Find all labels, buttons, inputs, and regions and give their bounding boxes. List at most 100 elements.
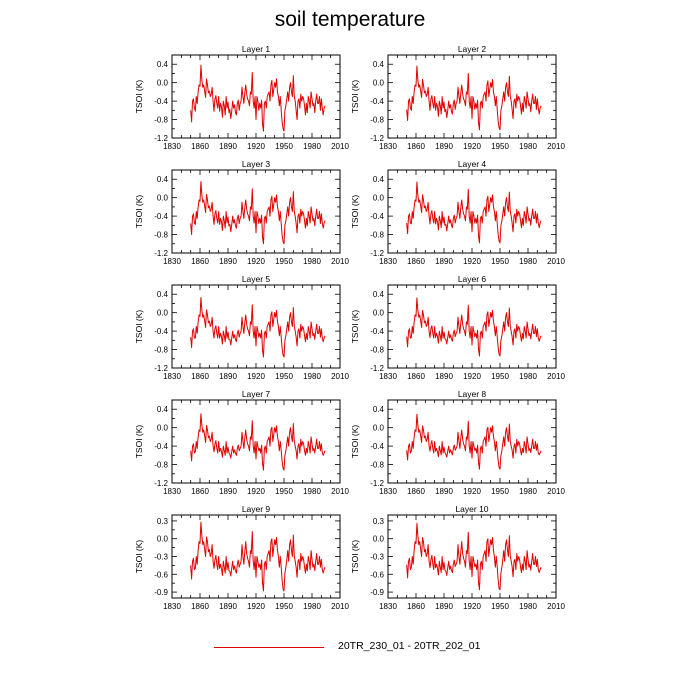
y-tick-label: -0.8 — [370, 346, 384, 355]
x-tick-label: 1860 — [191, 487, 209, 496]
x-tick-label: 1830 — [163, 372, 181, 381]
x-tick-label: 1920 — [247, 487, 265, 496]
plot-frame — [171, 169, 341, 254]
x-tick-label: 2010 — [547, 257, 565, 266]
series-line — [406, 413, 542, 470]
x-tick-label: 1830 — [379, 487, 397, 496]
x-tick-label: 1950 — [275, 602, 293, 611]
panel-layer-4: Layer 4 TSOI (K) 1830 1860 1890 1920 1950 1980 2… — [350, 159, 565, 266]
x-tick-label: 1860 — [191, 372, 209, 381]
y-tick-label: -1.2 — [154, 134, 168, 143]
y-tick-label: -1.2 — [370, 479, 384, 488]
y-tick-label: -1.2 — [370, 249, 384, 258]
x-tick-label: 1860 — [191, 602, 209, 611]
y-axis-label: TSOI (K) — [350, 540, 360, 574]
x-tick-label: 1860 — [407, 602, 425, 611]
y-tick-label: -0.6 — [370, 570, 384, 579]
y-tick-label: 0.4 — [157, 290, 169, 299]
series-line — [406, 522, 542, 591]
x-tick-label: 1830 — [163, 142, 181, 151]
plot-frame — [387, 54, 557, 139]
y-tick-label: 0.0 — [157, 79, 169, 88]
series-line — [190, 413, 326, 471]
x-tick-label: 1950 — [491, 487, 509, 496]
y-axis-label: TSOI (K) — [350, 80, 360, 114]
y-tick-label: -0.8 — [154, 231, 168, 240]
y-tick-label: 0.4 — [157, 405, 169, 414]
x-tick-label: 1830 — [379, 257, 397, 266]
x-tick-label: 1830 — [163, 602, 181, 611]
y-tick-label: 0.0 — [373, 535, 385, 544]
plot-frame — [387, 169, 557, 254]
x-tick-label: 1830 — [163, 487, 181, 496]
y-tick-label: 0.3 — [157, 517, 169, 526]
x-tick-label: 1980 — [303, 257, 321, 266]
y-axis-label: TSOI (K) — [134, 195, 144, 229]
y-tick-label: -0.4 — [370, 327, 384, 336]
x-tick-label: 1890 — [219, 602, 237, 611]
x-tick-label: 1920 — [247, 142, 265, 151]
x-tick-label: 2010 — [547, 487, 565, 496]
y-axis-label: TSOI (K) — [134, 425, 144, 459]
x-tick-label: 1920 — [463, 142, 481, 151]
panel-layer-1: Layer 1 TSOI (K) 1830 1860 1890 1920 1950 1980 2… — [134, 44, 349, 151]
panel-layer-5: Layer 5 TSOI (K) 1830 1860 1890 1920 1950 1980 2… — [134, 274, 349, 381]
y-tick-label: -1.2 — [154, 364, 168, 373]
y-tick-label: -1.2 — [154, 249, 168, 258]
y-tick-label: 0.0 — [157, 535, 169, 544]
y-tick-label: 0.0 — [157, 424, 169, 433]
x-tick-label: 1980 — [303, 602, 321, 611]
x-tick-label: 1980 — [519, 602, 537, 611]
y-tick-label: 0.4 — [157, 60, 169, 69]
x-tick-label: 1890 — [435, 257, 453, 266]
y-axis-label: TSOI (K) — [350, 425, 360, 459]
x-tick-label: 1950 — [491, 142, 509, 151]
series-line — [190, 64, 326, 132]
x-tick-label: 1950 — [491, 257, 509, 266]
y-tick-label: -0.6 — [154, 570, 168, 579]
panel-layer-3: Layer 3 TSOI (K) 1830 1860 1890 1920 1950 1980 2… — [134, 159, 349, 266]
x-tick-label: 1920 — [463, 257, 481, 266]
panel-title: Layer 3 — [242, 159, 271, 169]
y-tick-label: -0.4 — [154, 327, 168, 336]
x-tick-label: 2010 — [331, 257, 349, 266]
x-tick-label: 2010 — [331, 487, 349, 496]
y-tick-label: -0.8 — [154, 116, 168, 125]
x-tick-label: 1980 — [303, 372, 321, 381]
panel-title: Layer 4 — [458, 159, 487, 169]
plot-frame — [171, 54, 341, 139]
y-axis-label: TSOI (K) — [350, 310, 360, 344]
y-tick-label: -0.8 — [370, 116, 384, 125]
x-tick-label: 1860 — [191, 142, 209, 151]
panel-title: Layer 5 — [242, 274, 271, 284]
plot-frame — [171, 514, 341, 599]
x-tick-label: 1890 — [435, 487, 453, 496]
x-tick-label: 1830 — [163, 257, 181, 266]
series-line — [190, 521, 326, 592]
y-tick-label: 0.3 — [373, 517, 385, 526]
plot-frame — [171, 399, 341, 484]
y-tick-label: -0.8 — [154, 461, 168, 470]
y-tick-label: -0.4 — [370, 212, 384, 221]
y-tick-label: 0.0 — [373, 194, 385, 203]
series-line — [406, 65, 542, 131]
series-line — [190, 296, 326, 358]
y-tick-label: 0.4 — [373, 175, 385, 184]
x-tick-label: 1950 — [491, 602, 509, 611]
y-axis-label: TSOI (K) — [134, 540, 144, 574]
x-tick-label: 1860 — [191, 257, 209, 266]
legend-label: 20TR_230_01 - 20TR_202_01 — [338, 640, 481, 652]
x-tick-label: 1890 — [219, 487, 237, 496]
x-tick-label: 1830 — [379, 602, 397, 611]
x-tick-label: 1950 — [275, 372, 293, 381]
y-tick-label: -0.4 — [370, 442, 384, 451]
y-tick-label: 0.0 — [373, 79, 385, 88]
y-tick-label: -0.3 — [370, 553, 384, 562]
x-tick-label: 1950 — [275, 142, 293, 151]
plot-frame — [171, 284, 341, 369]
y-tick-label: -0.8 — [154, 346, 168, 355]
plot-frame — [387, 284, 557, 369]
x-tick-label: 1920 — [247, 257, 265, 266]
y-axis-label: TSOI (K) — [350, 195, 360, 229]
